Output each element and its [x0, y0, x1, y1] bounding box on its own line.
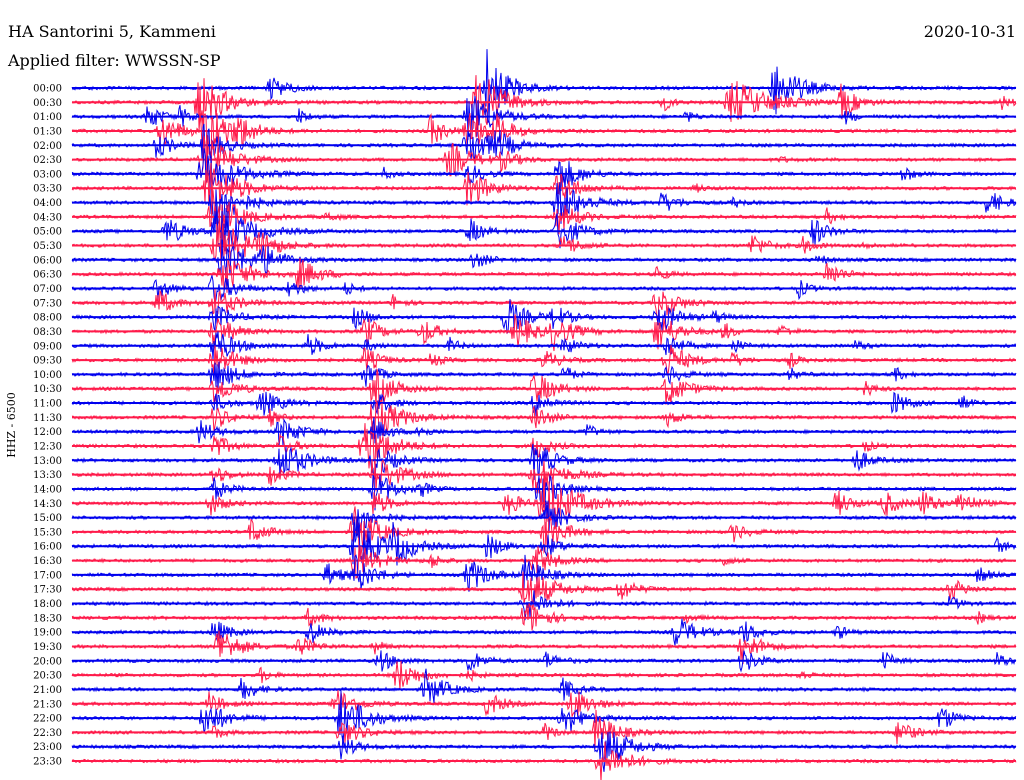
time-label: 08:30	[33, 327, 62, 338]
time-label: 06:00	[33, 255, 62, 266]
time-label: 16:30	[33, 556, 62, 567]
time-label: 13:00	[33, 456, 62, 467]
time-label: 05:00	[33, 227, 62, 238]
time-label: 21:30	[33, 699, 62, 710]
time-label: 21:00	[33, 685, 62, 696]
time-label: 07:00	[33, 284, 62, 295]
time-label: 11:30	[33, 413, 62, 424]
time-label: 16:00	[33, 542, 62, 553]
time-label: 01:00	[33, 112, 62, 123]
traces-group	[71, 49, 1017, 780]
time-label: 23:30	[33, 757, 62, 768]
time-label: 01:30	[33, 127, 62, 138]
trace-row	[71, 182, 1017, 234]
time-label: 02:30	[33, 155, 62, 166]
time-label: 11:00	[33, 399, 62, 410]
time-label: 22:00	[33, 714, 62, 725]
time-label: 00:30	[33, 98, 62, 109]
time-label: 14:30	[33, 499, 62, 510]
time-label: 23:00	[33, 742, 62, 753]
filter-label: Applied filter: WWSSN-SP	[7, 51, 221, 70]
time-label: 08:00	[33, 313, 62, 324]
time-label: 05:30	[33, 241, 62, 252]
time-label: 00:00	[33, 84, 62, 95]
time-label: 12:00	[33, 427, 62, 438]
trace-row	[71, 75, 1017, 131]
time-label: 03:30	[33, 184, 62, 195]
time-label: 03:00	[33, 169, 62, 180]
time-label: 09:30	[33, 356, 62, 367]
time-label: 13:30	[33, 470, 62, 481]
time-label: 07:30	[33, 298, 62, 309]
time-label: 22:30	[33, 728, 62, 739]
time-label: 18:00	[33, 599, 62, 610]
trace-row	[71, 731, 1017, 772]
time-label: 10:30	[33, 384, 62, 395]
time-label: 20:30	[33, 671, 62, 682]
time-label: 17:00	[33, 570, 62, 581]
date-label: 2020-10-31	[924, 22, 1016, 41]
time-labels-group: 00:00 00:30 01:00 01:30 02:00 02:30 03:00 03:30…	[33, 84, 62, 768]
time-label: 14:00	[33, 485, 62, 496]
time-label: 17:30	[33, 585, 62, 596]
trace-row	[71, 391, 1017, 417]
trace-row	[71, 709, 1017, 750]
time-label: 18:30	[33, 613, 62, 624]
time-label: 06:30	[33, 270, 62, 281]
time-label: 12:30	[33, 442, 62, 453]
time-label: 10:00	[33, 370, 62, 381]
time-label: 20:00	[33, 656, 62, 667]
time-label: 19:30	[33, 642, 62, 653]
channel-label: HHZ - 6500	[5, 392, 18, 458]
trace-row	[71, 467, 1017, 534]
time-label: 15:30	[33, 527, 62, 538]
station-title: HA Santorini 5, Kammeni	[8, 22, 216, 41]
time-label: 09:00	[33, 341, 62, 352]
time-label: 19:00	[33, 628, 62, 639]
time-label: 04:00	[33, 198, 62, 209]
time-label: 15:00	[33, 513, 62, 524]
time-label: 04:30	[33, 212, 62, 223]
time-label: 02:00	[33, 141, 62, 152]
